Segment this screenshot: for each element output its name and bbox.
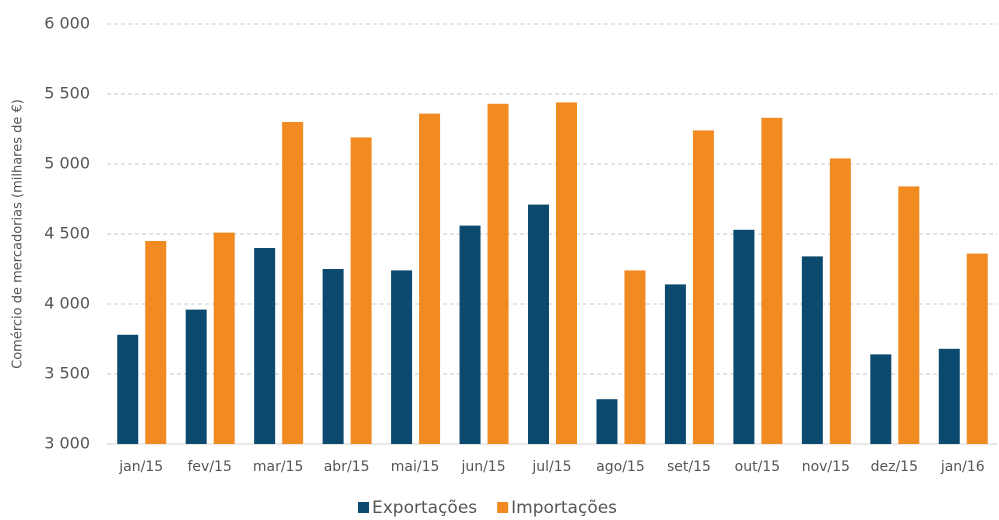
legend-swatch <box>358 502 369 513</box>
y-tick-label: 3 000 <box>44 434 90 453</box>
bar <box>322 269 344 444</box>
bar <box>487 103 509 445</box>
x-tick-label: jul/15 <box>531 459 571 475</box>
bar <box>733 229 755 444</box>
y-axis-label: Comércio de mercadorias (milhares de €) <box>11 99 26 369</box>
bar <box>692 130 714 444</box>
x-tick-label: fev/15 <box>188 459 232 475</box>
x-tick-label: abr/15 <box>324 459 370 475</box>
bar <box>624 270 646 444</box>
x-tick-label: jun/15 <box>460 459 505 475</box>
x-tick-label: dez/15 <box>871 459 918 475</box>
bar <box>664 284 686 444</box>
bar <box>966 253 988 444</box>
bar <box>898 186 920 444</box>
bar <box>117 334 139 444</box>
x-tick-label: jan/15 <box>118 459 163 475</box>
bar <box>213 232 235 444</box>
x-tick-label: jan/16 <box>940 459 985 475</box>
bar <box>145 241 167 444</box>
x-tick-label: out/15 <box>735 459 780 475</box>
y-tick-label: 3 500 <box>44 364 90 383</box>
bar <box>556 102 577 445</box>
bar <box>185 309 207 444</box>
x-tick-label: ago/15 <box>596 459 645 475</box>
x-tick-label: set/15 <box>667 459 711 475</box>
x-tick-label: mai/15 <box>391 459 440 475</box>
x-tick-label: nov/15 <box>802 459 850 475</box>
bar <box>870 354 892 444</box>
legend-swatch <box>497 502 509 513</box>
bar <box>938 348 960 444</box>
y-tick-label: 5 000 <box>44 154 90 173</box>
bar <box>801 256 823 444</box>
y-tick-label: 4 000 <box>44 294 90 313</box>
bar <box>419 113 441 444</box>
bar <box>596 399 618 444</box>
bar <box>459 225 481 444</box>
y-tick-label: 6 000 <box>44 14 90 33</box>
bar <box>761 117 783 445</box>
bar <box>391 270 413 444</box>
legend-label: Exportações <box>372 498 477 518</box>
y-tick-label: 5 500 <box>44 84 90 103</box>
bar <box>829 158 851 444</box>
legend-label: Importações <box>511 498 617 518</box>
bar <box>528 204 549 444</box>
bar <box>282 122 304 444</box>
bar <box>350 137 372 444</box>
bar <box>254 248 276 444</box>
y-tick-label: 4 500 <box>44 224 90 243</box>
x-tick-label: mar/15 <box>253 459 304 475</box>
